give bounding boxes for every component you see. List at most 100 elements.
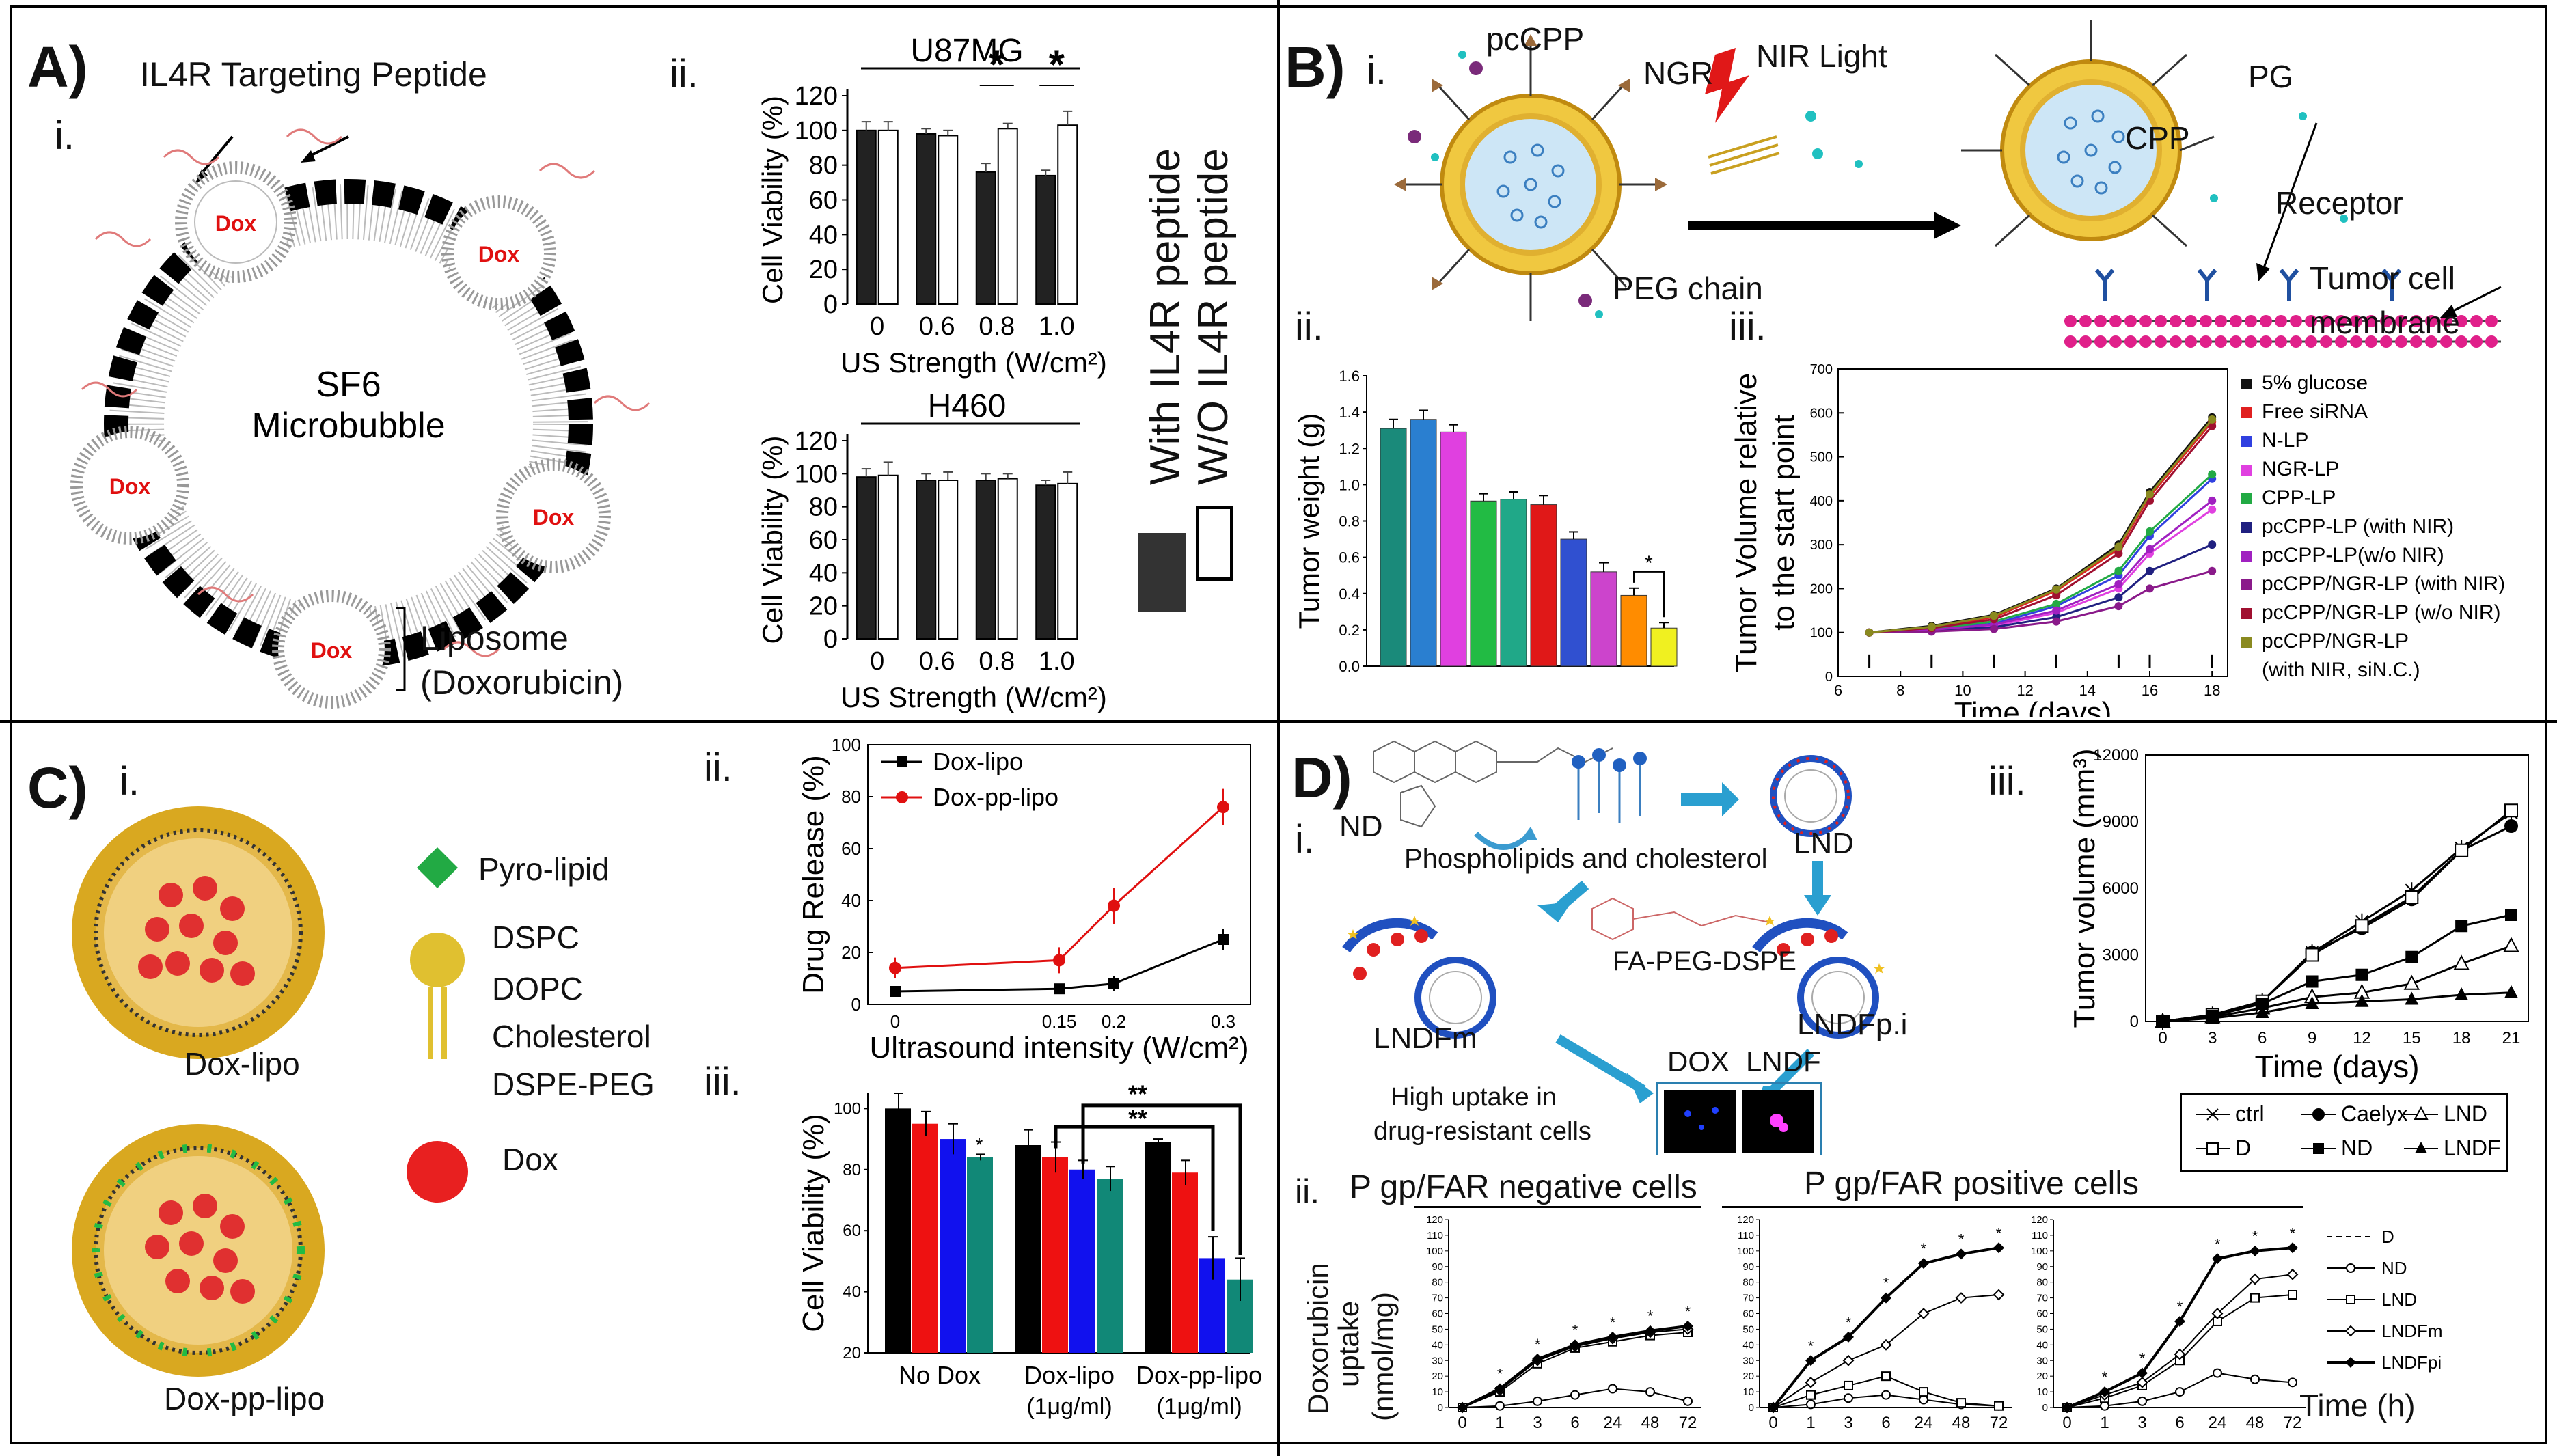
y-tick-label: 50 bbox=[1432, 1323, 1443, 1335]
y-tick-label: 0 bbox=[1438, 1402, 1443, 1414]
legend-marker bbox=[2241, 637, 2252, 648]
bar bbox=[1410, 419, 1437, 667]
data-point bbox=[2052, 606, 2061, 615]
lnd-label: LND bbox=[1794, 827, 1855, 860]
dox-lipo-particle bbox=[72, 806, 325, 1059]
significance-mark: * bbox=[1921, 1240, 1927, 1257]
group-label: Dox-pp-lipo bbox=[1136, 1361, 1262, 1389]
data-point bbox=[2250, 1374, 2260, 1384]
x-tick-label: 0.8 bbox=[979, 312, 1015, 341]
y-tick-label: 12000 bbox=[2093, 746, 2139, 765]
lndfpi-label: LNDFp.i bbox=[1797, 1008, 1908, 1041]
x-tick-label: 6 bbox=[1834, 682, 1842, 699]
data-point bbox=[2208, 540, 2217, 549]
legend-marker bbox=[2414, 1105, 2429, 1120]
bar bbox=[877, 129, 899, 305]
plot-frame bbox=[1837, 368, 2228, 677]
y-tick-label: 0 bbox=[2130, 1013, 2139, 1031]
y-axis-label: Cell Viability (%) bbox=[797, 1114, 830, 1332]
data-point bbox=[2405, 890, 2419, 904]
data-point bbox=[1054, 983, 1065, 995]
data-point bbox=[1990, 612, 1998, 620]
y-tick-label: 40 bbox=[2036, 1339, 2048, 1351]
series-line bbox=[1869, 478, 2213, 634]
data-point bbox=[1533, 1396, 1542, 1406]
significance-label: ** bbox=[1128, 1105, 1147, 1133]
x-tick-label: 1 bbox=[1495, 1414, 1504, 1432]
data-point bbox=[2213, 1368, 2222, 1378]
bar bbox=[885, 1108, 911, 1353]
y-axis-label: Drug Release (%) bbox=[797, 755, 830, 994]
bar bbox=[940, 1139, 966, 1353]
border-bottom bbox=[10, 1442, 2547, 1444]
pccpp-label: pcCPP bbox=[1486, 21, 1585, 57]
microbubble-diagram: SF6 Microbubble Dox Dox Dox Dox Dox bbox=[70, 128, 651, 709]
significance-mark: * bbox=[1535, 1336, 1541, 1353]
data-point bbox=[1607, 1331, 1618, 1343]
y-tick-label: 100 bbox=[2031, 1246, 2048, 1257]
data-point bbox=[2287, 1242, 2298, 1254]
legend-marker bbox=[2241, 608, 2252, 619]
data-point bbox=[1570, 1339, 1581, 1351]
bar bbox=[1590, 571, 1617, 667]
data-point bbox=[2146, 527, 2154, 536]
data-point bbox=[2114, 580, 2123, 588]
panel-c-iii-label: iii. bbox=[704, 1060, 741, 1104]
bar bbox=[938, 480, 959, 640]
border-top bbox=[10, 5, 2547, 8]
data-point bbox=[1683, 1396, 1693, 1406]
y-tick-label: 120 bbox=[2031, 1214, 2048, 1226]
x-tick-label: 6 bbox=[2258, 1029, 2267, 1047]
data-point bbox=[2288, 1290, 2297, 1300]
x-tick-label: 18 bbox=[2452, 1029, 2471, 1047]
data-point bbox=[1993, 1242, 2004, 1254]
data-point bbox=[2288, 1377, 2297, 1388]
dspepeg-label: DSPE-PEG bbox=[492, 1067, 655, 1102]
significance-mark: * bbox=[1846, 1314, 1852, 1331]
significance-bracket bbox=[1054, 1125, 1215, 1231]
data-point bbox=[2453, 954, 2470, 970]
y-tick-label: 90 bbox=[1432, 1261, 1443, 1273]
significance-mark: * bbox=[1685, 1303, 1691, 1320]
y-axis-label: Cell Viability (%) bbox=[756, 436, 789, 644]
data-point bbox=[2146, 490, 2154, 499]
ngr-label: NGR bbox=[1643, 55, 1714, 91]
panel-b-iii-label: iii. bbox=[1729, 305, 1766, 349]
y-tick-label: 40 bbox=[841, 890, 861, 911]
membrane-head bbox=[2290, 315, 2302, 327]
y-tick-label: 0 bbox=[1749, 1402, 1754, 1414]
data-point bbox=[2249, 1273, 2261, 1285]
data-point bbox=[2355, 919, 2369, 933]
legend-marker bbox=[2241, 551, 2252, 562]
y-tick-label: 3000 bbox=[2103, 946, 2139, 965]
significance-mark: * bbox=[1610, 1314, 1616, 1331]
data-point bbox=[1108, 899, 1120, 912]
lndfm-label: LNDFm bbox=[1373, 1021, 1477, 1055]
liposome: Dox bbox=[272, 590, 391, 709]
x-axis-label: Ultrasound intensity (W/cm²) bbox=[869, 1031, 1248, 1064]
membrane-head bbox=[2155, 335, 2167, 348]
tumor-label-2: membrane bbox=[2310, 305, 2460, 340]
legend-label: pcCPP/NGR-LP (w/o NIR) bbox=[2262, 601, 2501, 624]
membrane-head bbox=[2380, 335, 2392, 348]
chart-d-uptake-negative: 0 10 20 30 40 50 60 70 80 90 100 110 120 0 1 3 6 24 48 72 * *… bbox=[1426, 1214, 1701, 1432]
y-tick-label: 30 bbox=[1432, 1355, 1443, 1366]
y-tick-label: 110 bbox=[2032, 1230, 2048, 1241]
data-point bbox=[1993, 1289, 2005, 1301]
y-tick-label: 40 bbox=[1742, 1339, 1754, 1351]
y-tick-label: 300 bbox=[1810, 538, 1833, 553]
membrane-head bbox=[2350, 335, 2362, 348]
y-tick-label: 100 bbox=[1810, 626, 1833, 641]
time-h-label: Time (h) bbox=[2299, 1388, 2416, 1423]
membrane-head bbox=[2425, 335, 2437, 348]
membrane-head bbox=[2094, 315, 2107, 327]
y-tick-label: 20 bbox=[1432, 1371, 1443, 1382]
data-point bbox=[1994, 1401, 2004, 1411]
data-point bbox=[1645, 1325, 1656, 1336]
group-label: Dox-lipo bbox=[1024, 1361, 1115, 1389]
panel-a-i-label: i. bbox=[55, 113, 74, 158]
bar bbox=[1470, 500, 1497, 667]
legend-label: ctrl bbox=[2235, 1101, 2265, 1126]
significance-mark: * bbox=[2290, 1224, 2296, 1241]
y-tick-label: 0 bbox=[823, 290, 838, 319]
